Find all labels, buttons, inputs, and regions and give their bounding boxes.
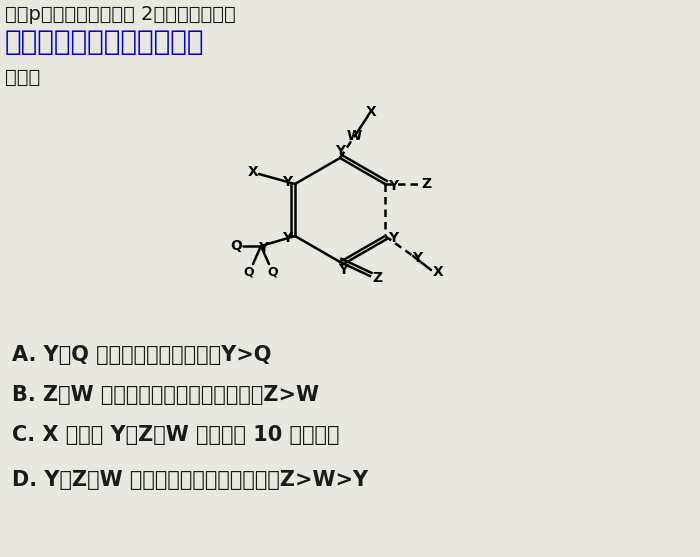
Text: 微信公众号关注：趣找答案: 微信公众号关注：趣找答案 <box>5 28 204 56</box>
Text: Z: Z <box>372 271 382 285</box>
Text: Y: Y <box>335 144 345 158</box>
Text: B. Z、W 的简单氮化物分子的稳定性：Z>W: B. Z、W 的简单氮化物分子的稳定性：Z>W <box>12 385 319 405</box>
Text: Y: Y <box>388 231 398 245</box>
Text: Y: Y <box>412 251 422 265</box>
Text: Y: Y <box>338 263 348 277</box>
Text: X: X <box>248 165 258 179</box>
Text: D. Y、Z、W 的基态原子的第一电离能：Z>W>Y: D. Y、Z、W 的基态原子的第一电离能：Z>W>Y <box>12 470 368 490</box>
Text: C. X 分别与 Y、Z、W 都可形成 10 电子分子: C. X 分别与 Y、Z、W 都可形成 10 电子分子 <box>12 425 339 445</box>
Text: A. Y、Q 的最高价含氧酸酸性：Y>Q: A. Y、Q 的最高价含氧酸酸性：Y>Q <box>12 345 272 365</box>
Text: Y: Y <box>258 241 268 255</box>
Text: Q: Q <box>230 239 242 253</box>
Text: Q: Q <box>244 266 254 278</box>
Text: Y: Y <box>282 175 292 189</box>
Text: 子总p能级上电子总数的 2倍，下列说法错: 子总p能级上电子总数的 2倍，下列说法错 <box>5 5 236 24</box>
Text: Z: Z <box>421 177 431 191</box>
Text: W: W <box>346 129 362 143</box>
Text: Y: Y <box>282 231 292 245</box>
Text: Y: Y <box>388 179 398 193</box>
Text: Q: Q <box>267 266 279 278</box>
Text: X: X <box>433 265 443 279</box>
Text: X: X <box>365 105 377 119</box>
Text: 误的是: 误的是 <box>5 68 41 87</box>
